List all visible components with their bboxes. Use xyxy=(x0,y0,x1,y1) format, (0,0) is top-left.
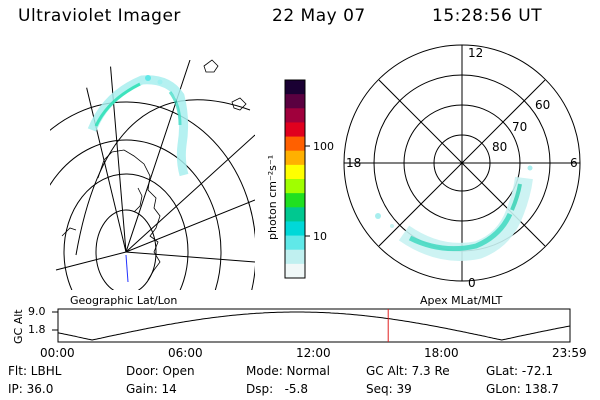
altitude-ytick-9: 9.0 xyxy=(28,305,46,318)
colorbar-band xyxy=(285,136,305,152)
colorbar-band xyxy=(285,207,305,222)
time-label: 15:28:56 UT xyxy=(432,6,543,26)
altitude-xtick-1: 06:00 xyxy=(168,346,203,360)
colorbar-band xyxy=(285,263,305,279)
colorbar-label-10: 10 xyxy=(313,230,327,243)
colorbar-band xyxy=(285,249,305,265)
mlt-label-0: 0 xyxy=(468,276,476,290)
mlat-label-60: 60 xyxy=(535,98,551,112)
colorbar-frame xyxy=(284,79,306,279)
mlt-label-6: 6 xyxy=(570,156,578,170)
colorbar-band xyxy=(285,193,305,208)
info-ip: IP: 36.0 xyxy=(8,382,54,396)
colorbar-label-100: 100 xyxy=(313,140,334,153)
info-seq: Seq: 39 xyxy=(366,382,412,396)
polar-aurora xyxy=(375,165,533,261)
colorbar-band xyxy=(285,108,305,123)
coastlines xyxy=(61,59,247,281)
ground-track xyxy=(125,254,129,283)
info-glat: GLat: -72.1 xyxy=(486,364,553,378)
instrument-title: Ultraviolet Imager xyxy=(18,6,181,26)
altitude-ytick-1-8: 1.8 xyxy=(28,323,46,336)
colorbar-band xyxy=(285,221,305,237)
colorbar-band xyxy=(285,150,305,166)
info-glon: GLon: 138.7 xyxy=(486,382,559,396)
polar-panel-title: Apex MLat/MLT xyxy=(420,294,503,307)
info-mode: Mode: Normal xyxy=(246,364,330,378)
geo-aurora xyxy=(87,75,189,177)
colorbar-band xyxy=(285,94,305,109)
polar-diagonal-2 xyxy=(378,79,546,247)
geo-panel-title: Geographic Lat/Lon xyxy=(70,294,178,307)
altitude-curve xyxy=(57,311,571,341)
colorbar-band xyxy=(285,179,305,194)
altitude-frame xyxy=(57,308,571,343)
altitude-ylabel: GC Alt xyxy=(12,309,25,344)
altitude-xtick-3: 18:00 xyxy=(424,346,459,360)
info-dsp: Dsp: -5.8 xyxy=(246,382,309,396)
colorbar-band xyxy=(285,80,305,95)
colorbar-band xyxy=(285,122,305,138)
geographic-map xyxy=(50,60,255,290)
date-label: 22 May 07 xyxy=(272,6,366,26)
info-door: Door: Open xyxy=(126,364,195,378)
altitude-xtick-2: 12:00 xyxy=(296,346,331,360)
mlat-label-70: 70 xyxy=(512,120,528,134)
info-filter: Flt: LBHL xyxy=(8,364,62,378)
altitude-xtick-4: 23:59 xyxy=(552,346,587,360)
info-gc-alt: GC Alt: 7.3 Re xyxy=(366,364,450,378)
colorbar-band xyxy=(285,164,305,180)
colorbar-unit-label: photon cm⁻²s⁻¹ xyxy=(266,154,279,240)
mlt-label-12: 12 xyxy=(468,46,484,60)
horizon-arc xyxy=(75,99,251,256)
mlat-label-80: 80 xyxy=(492,140,508,154)
altitude-plot xyxy=(52,308,571,343)
colorbar xyxy=(285,80,305,279)
info-gain: Gain: 14 xyxy=(126,382,177,396)
altitude-xtick-0: 00:00 xyxy=(40,346,75,360)
mlt-label-18: 18 xyxy=(346,156,362,170)
colorbar-band xyxy=(285,235,305,251)
